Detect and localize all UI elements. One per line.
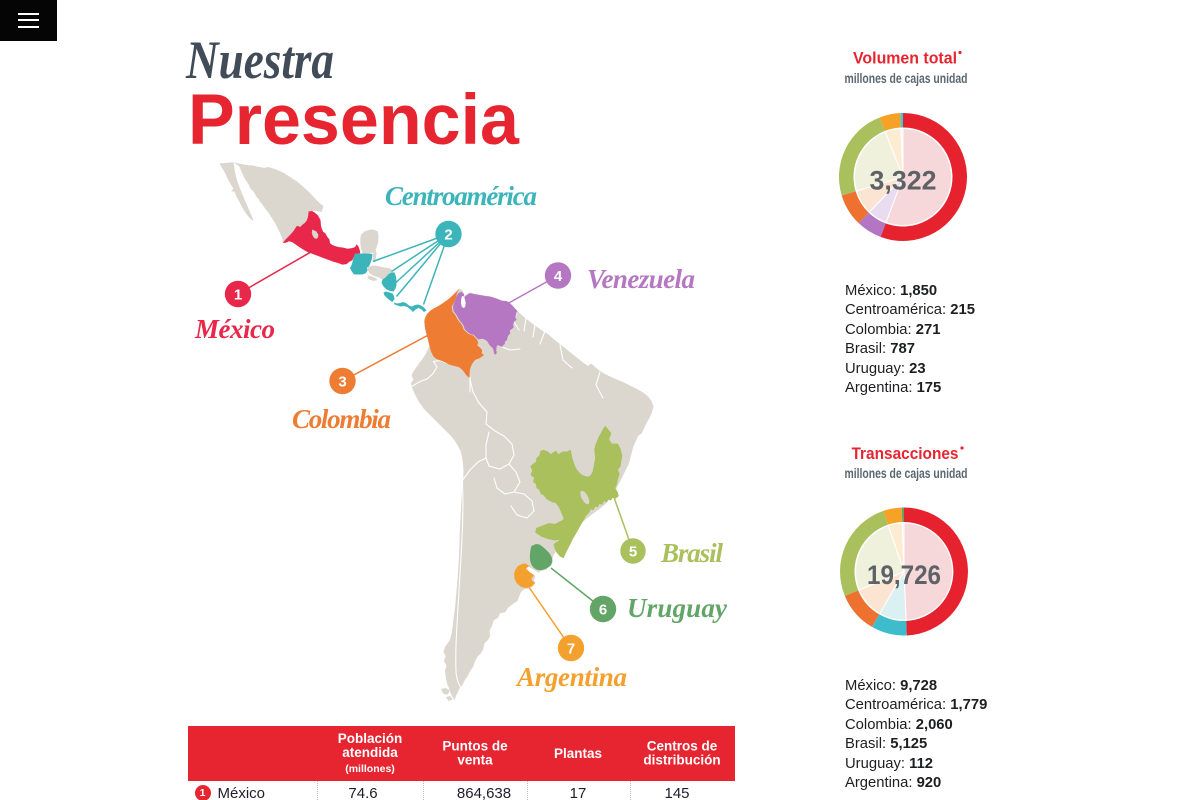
svg-text:Nuestra: Nuestra: [185, 30, 334, 90]
svg-text:millones de cajas unidad: millones de cajas unidad: [845, 71, 968, 86]
svg-text:3: 3: [338, 374, 346, 391]
svg-text:Colombia: Colombia: [292, 404, 391, 434]
svg-text:3,322: 3,322: [870, 166, 937, 196]
svg-text:Presencia: Presencia: [188, 81, 519, 160]
svg-text:6: 6: [599, 602, 607, 619]
svg-text:Transacciones: Transacciones: [852, 444, 959, 463]
svg-text:Venezuela: Venezuela: [587, 264, 695, 294]
svg-text:México: México: [194, 314, 275, 344]
svg-text:1: 1: [234, 287, 242, 304]
svg-text:Uruguay: Uruguay: [627, 593, 728, 623]
svg-text:Centroamérica: Centroamérica: [385, 181, 537, 211]
svg-text:5: 5: [629, 544, 637, 561]
svg-text:7: 7: [567, 641, 575, 658]
svg-text:millones de cajas unidad: millones de cajas unidad: [845, 466, 968, 481]
svg-text:19,726: 19,726: [867, 560, 941, 590]
svg-text:Brasil: Brasil: [660, 538, 723, 568]
svg-text:2: 2: [444, 227, 452, 244]
svg-text:4: 4: [554, 268, 563, 285]
svg-text:Volumen total: Volumen total: [853, 50, 957, 68]
svg-text:Argentina: Argentina: [515, 662, 627, 692]
